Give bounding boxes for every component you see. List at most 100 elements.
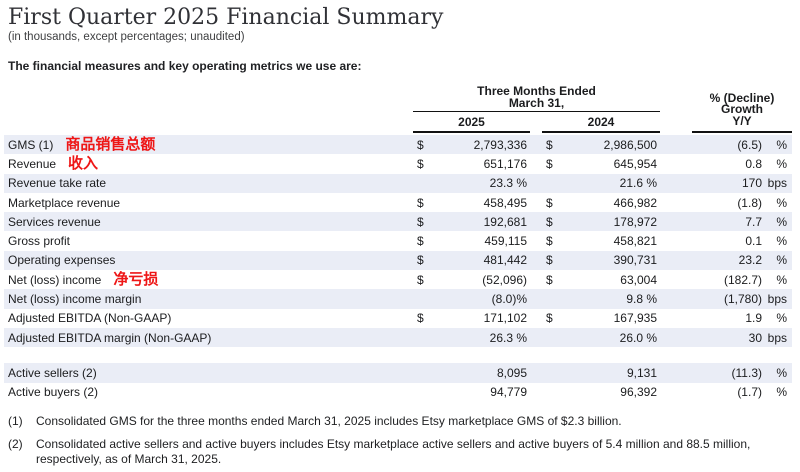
row-label: Net (loss) income [8,272,102,287]
table-row-marketplace-revenue: Marketplace revenue $458,495 $466,982 (1… [4,193,792,212]
yoy-value: 23.2 [738,253,762,268]
footnote-text: Consolidated GMS for the three months en… [36,413,622,428]
value-2025: $459,115 [417,234,527,249]
value-2025: $481,442 [417,253,527,268]
value-2024: 21.6 % [619,176,657,191]
table-row-revenue: Revenue 收入 $651,176 $645,954 0.8 % [4,154,792,173]
value-2025: 8,095 [496,365,527,380]
row-label: Gross profit [8,234,71,249]
yoy-unit: % [776,365,787,380]
dollar-sign: $ [546,253,553,268]
financial-summary-page: First Quarter 2025 Financial Summary (in… [0,6,800,472]
table-row-gross-profit: Gross profit $459,115 $458,821 0.1 % [4,231,792,250]
value-2025: $2,793,336 [417,137,527,152]
table-row-adjusted-ebitda-margin: Adjusted EBITDA margin (Non-GAAP) 26.3 %… [4,327,792,348]
yoy-value: (1,780) [723,292,762,307]
red-annotation: 净亏损 [113,271,159,289]
value-2024: $466,982 [546,195,657,210]
yoy-value: (6.5) [737,137,762,152]
yoy-unit: % [776,272,787,287]
yoy-value: 1.9 [745,311,762,326]
value-2024: 26.0 % [619,330,657,345]
table-row-services-revenue: Services revenue $192,681 $178,972 7.7 % [4,212,792,232]
footnote-1: (1) Consolidated GMS for the three month… [8,414,792,429]
yoy-value: (1.8) [737,195,762,210]
value-2024: $178,972 [546,214,657,229]
dollar-sign: $ [546,272,553,287]
row-label: Marketplace revenue [8,195,121,210]
footnote-number: (1) [8,413,23,428]
red-annotation: 商品销售总额 [65,136,156,154]
value-2024: 9,131 [626,365,657,380]
table-row-active-sellers: Active sellers (2) 8,095 9,131 (11.3) % [4,363,792,383]
table-header: Three Months Ended March 31, % (Decline)… [4,85,792,133]
yoy-value: (11.3) [731,365,762,380]
yoy-unit: % [776,253,787,268]
row-label: Revenue take rate [8,176,107,191]
value-2025: 94,779 [490,385,527,400]
dollar-sign: $ [417,253,424,268]
value-2025: (8.0)% [491,292,527,307]
yoy-unit: % [776,195,787,210]
red-annotation: 收入 [68,155,99,173]
row-label: Active sellers (2) [8,365,97,380]
dollar-sign: $ [417,214,424,229]
dollar-sign: $ [417,311,424,326]
yoy-unit: % [776,385,787,400]
value-2025: $192,681 [417,214,527,229]
dollar-sign: $ [417,156,424,171]
value-2024: 96,392 [620,385,657,400]
row-label: GMS (1) [8,137,54,152]
period-header: Three Months Ended March 31, [413,85,660,112]
value-2025: $171,102 [417,311,527,326]
row-label: Adjusted EBITDA margin (Non-GAAP) [8,330,212,345]
yoy-value: 0.8 [745,156,762,171]
column-header-2024: 2024 [542,114,660,133]
table-row-net-loss-income-margin: Net (loss) income margin (8.0)% 9.8 % (1… [4,289,792,309]
yoy-unit: % [776,137,787,152]
row-label: Services revenue [8,214,101,229]
table-row-gms: GMS (1) 商品销售总额 $2,793,336 $2,986,500 (6.5… [4,135,792,155]
value-2025: $ (52,096) [417,272,527,287]
dollar-sign: $ [546,234,553,249]
yoy-value: 0.1 [745,234,762,249]
dollar-sign: $ [546,214,553,229]
row-label: Active buyers (2) [8,385,99,400]
value-2025: 23.3 % [489,176,527,191]
yoy-unit: % [776,156,787,171]
row-label: Adjusted EBITDA (Non-GAAP) [8,311,172,326]
intro-text: The financial measures and key operating… [8,59,362,73]
value-2024: $2,986,500 [546,137,657,152]
column-header-2025: 2025 [413,114,530,133]
yoy-unit: % [776,214,787,229]
dollar-sign: $ [417,137,424,152]
table-row-operating-expenses: Operating expenses $481,442 $390,731 23.… [4,250,792,271]
value-2025: $458,495 [417,195,527,210]
value-2024: $390,731 [546,253,657,268]
yoy-column-header: % (Decline) Growth Y/Y [692,85,792,133]
dollar-sign: $ [546,137,553,152]
yoy-value: 7.7 [745,214,762,229]
yoy-value: (182.7) [723,272,762,287]
table-row-adjusted-ebitda: Adjusted EBITDA (Non-GAAP) $171,102 $167… [4,309,792,328]
yoy-unit: bps [767,330,787,345]
dollar-sign: $ [417,195,424,210]
year-columns: 2025 2024 [413,114,660,133]
footnotes: (1) Consolidated GMS for the three month… [8,414,792,467]
yoy-value: 30 [748,330,762,345]
footnote-text: Consolidated active sellers and active b… [36,436,751,466]
row-label: Revenue [8,156,57,171]
value-2025: 26.3 % [489,330,527,345]
table-row-active-buyers: Active buyers (2) 94,779 96,392 (1.7) % [4,383,792,402]
yoy-unit: % [776,311,787,326]
page-subtitle: (in thousands, except percentages; unaud… [8,31,245,43]
table-row-net-loss-income: Net (loss) income 净亏损 $ (52,096) $63,004 (… [4,270,792,289]
value-2025: $651,176 [417,156,527,171]
dollar-sign: $ [417,234,424,249]
section-gap [4,347,792,363]
dollar-sign: $ [546,195,553,210]
yoy-value: 170 [741,176,762,191]
row-label: Net (loss) income margin [8,292,142,307]
footnote-number: (2) [8,436,23,451]
yoy-value: (1.7) [737,385,762,400]
